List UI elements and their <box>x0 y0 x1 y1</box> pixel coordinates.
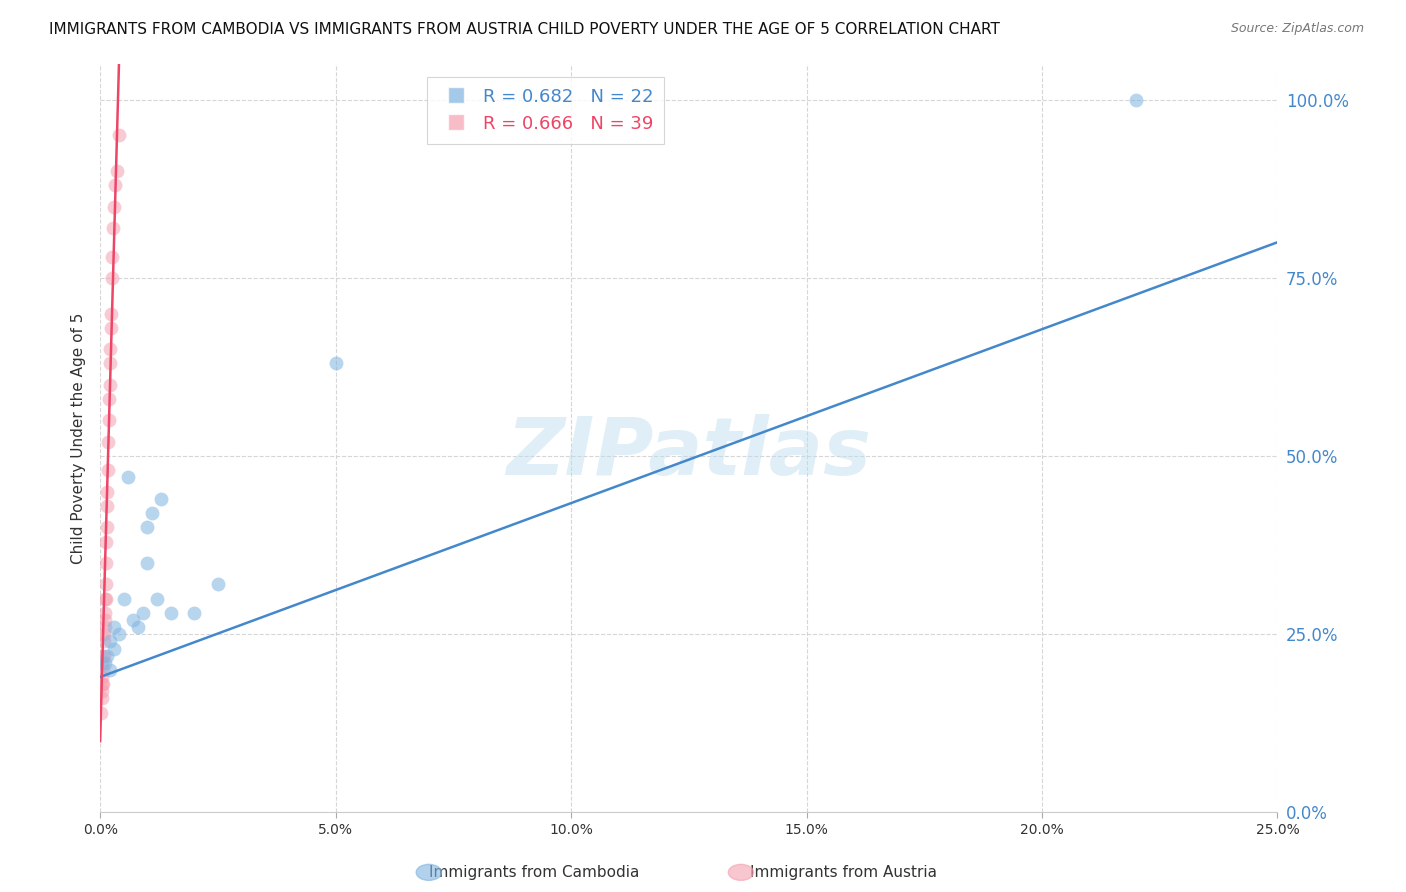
Point <box>97 463 120 477</box>
Point <box>97 413 120 427</box>
Point <box>94 613 117 627</box>
Point <box>96 520 118 534</box>
Point <box>90 691 112 706</box>
Point <box>90 677 112 691</box>
Point <box>101 250 124 264</box>
Text: ZIPatlas: ZIPatlas <box>506 414 872 492</box>
Point <box>131 606 153 620</box>
Point <box>94 606 117 620</box>
Point <box>98 356 121 370</box>
Point <box>105 164 128 178</box>
Point <box>98 663 121 677</box>
Point <box>141 506 163 520</box>
Point <box>98 634 121 648</box>
Y-axis label: Child Poverty Under the Age of 5: Child Poverty Under the Age of 5 <box>72 312 86 564</box>
Legend: R = 0.682   N = 22, R = 0.666   N = 39: R = 0.682 N = 22, R = 0.666 N = 39 <box>427 77 665 144</box>
Point <box>93 663 115 677</box>
Point <box>101 271 124 285</box>
Point <box>94 620 117 634</box>
Point <box>325 356 347 370</box>
Point <box>145 591 167 606</box>
Point <box>100 320 122 334</box>
Point <box>91 656 114 670</box>
Point <box>94 591 117 606</box>
Point <box>94 577 117 591</box>
Point <box>96 648 118 663</box>
Point <box>103 221 125 235</box>
Point <box>93 634 115 648</box>
Point <box>94 656 117 670</box>
Point <box>127 620 149 634</box>
Point <box>136 520 159 534</box>
Point <box>100 306 122 320</box>
Point <box>207 577 229 591</box>
Point <box>159 606 181 620</box>
Text: IMMIGRANTS FROM CAMBODIA VS IMMIGRANTS FROM AUSTRIA CHILD POVERTY UNDER THE AGE : IMMIGRANTS FROM CAMBODIA VS IMMIGRANTS F… <box>49 22 1000 37</box>
Point <box>97 434 120 449</box>
Point <box>91 670 114 684</box>
Point <box>112 591 135 606</box>
Point <box>91 684 114 698</box>
Point <box>96 484 118 499</box>
Point <box>93 648 115 663</box>
Point <box>94 591 117 606</box>
Point <box>103 620 125 634</box>
Point <box>122 613 145 627</box>
Point <box>98 377 121 392</box>
Point <box>93 627 115 641</box>
Point <box>136 556 159 570</box>
Point <box>91 648 114 663</box>
Point <box>108 128 131 143</box>
Point <box>150 491 173 506</box>
Point <box>183 606 205 620</box>
Text: Source: ZipAtlas.com: Source: ZipAtlas.com <box>1230 22 1364 36</box>
Point <box>103 200 125 214</box>
Point <box>96 556 118 570</box>
Text: Immigrants from Austria: Immigrants from Austria <box>749 865 938 880</box>
Point <box>1125 93 1147 107</box>
Point <box>90 706 112 720</box>
Point <box>117 470 139 484</box>
Point <box>96 534 118 549</box>
Point <box>108 627 131 641</box>
Point <box>104 178 127 193</box>
Text: Immigrants from Cambodia: Immigrants from Cambodia <box>429 865 640 880</box>
Point <box>91 677 114 691</box>
Point <box>96 499 118 513</box>
Point <box>98 392 121 406</box>
Point <box>103 641 125 656</box>
Point <box>100 342 122 356</box>
